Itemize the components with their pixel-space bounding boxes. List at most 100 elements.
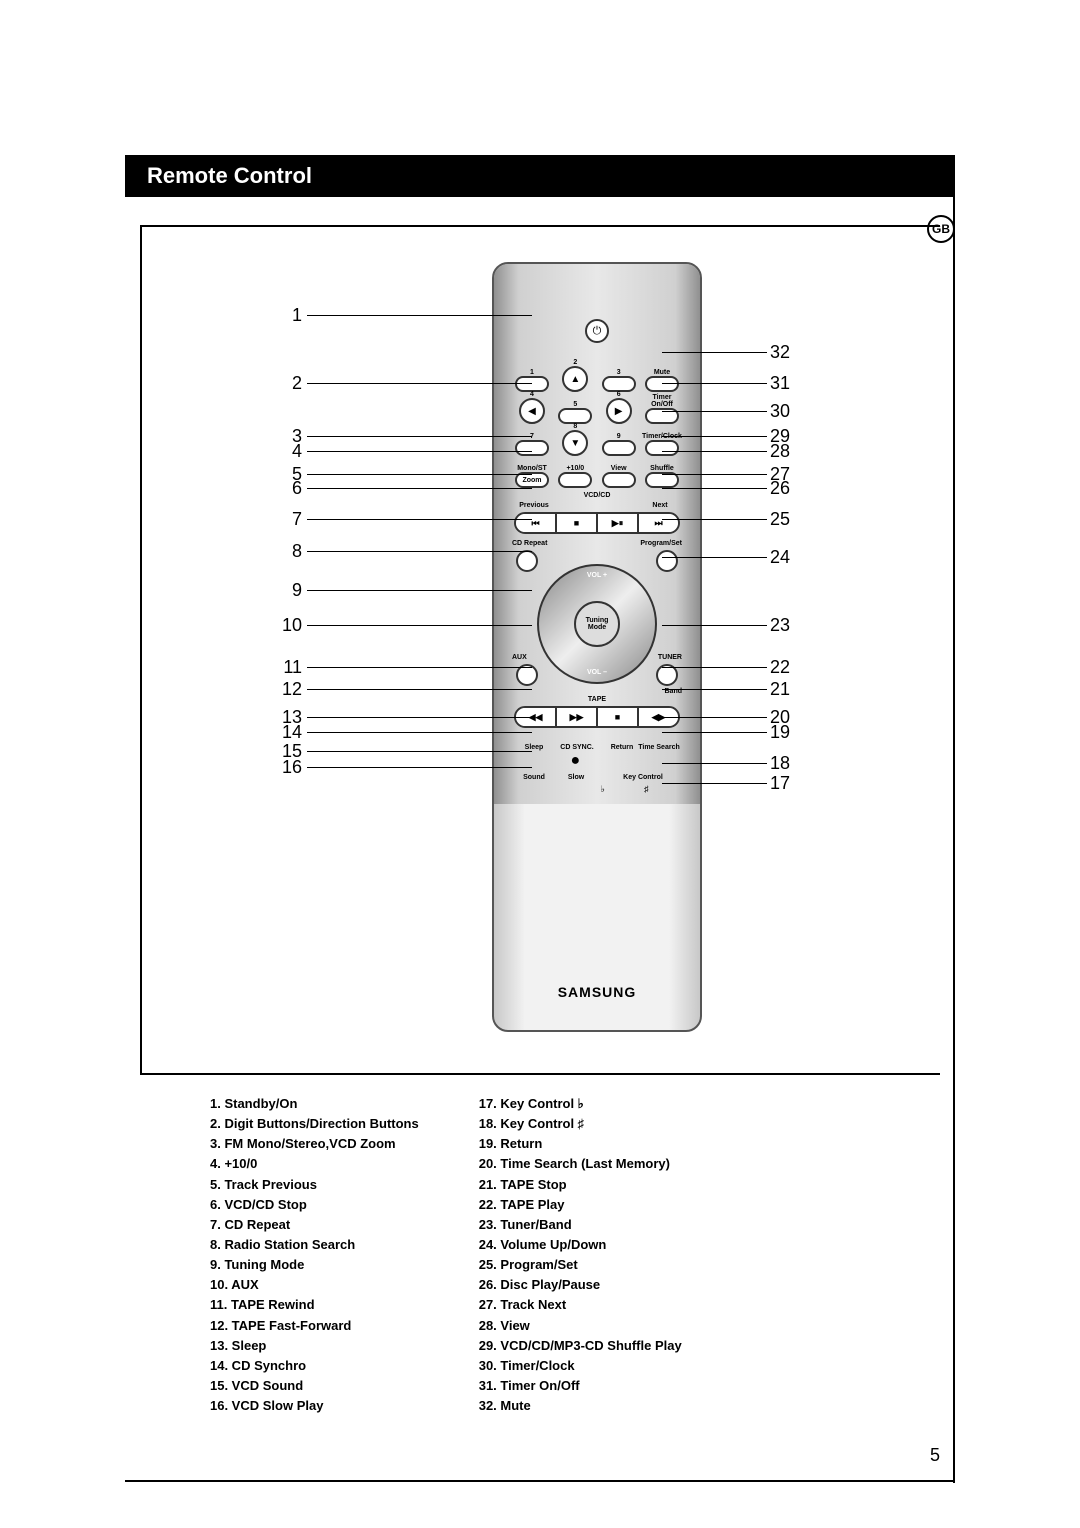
legend-item: 31. Timer On/Off bbox=[479, 1376, 682, 1396]
legend-item: 9. Tuning Mode bbox=[210, 1255, 419, 1275]
callout-line-right-27 bbox=[662, 474, 767, 475]
callout-right-25: 25 bbox=[770, 509, 790, 530]
callout-right-21: 21 bbox=[770, 679, 790, 700]
legend-item: 22. TAPE Play bbox=[479, 1195, 682, 1215]
callout-right-30: 30 bbox=[770, 401, 790, 422]
callout-line-left-13 bbox=[307, 717, 532, 718]
callout-line-left-5 bbox=[307, 474, 532, 475]
callout-line-left-8 bbox=[307, 551, 532, 552]
callout-line-right-23 bbox=[662, 625, 767, 626]
legend-item: 13. Sleep bbox=[210, 1336, 419, 1356]
callout-left-14: 14 bbox=[272, 722, 302, 743]
callout-line-right-22 bbox=[662, 667, 767, 668]
legend-item: 1. Standby/On bbox=[210, 1094, 419, 1114]
callout-right-31: 31 bbox=[770, 373, 790, 394]
callout-line-right-17 bbox=[662, 783, 767, 784]
callout-line-left-3 bbox=[307, 436, 532, 437]
callout-right-26: 26 bbox=[770, 478, 790, 499]
callout-line-left-15 bbox=[307, 751, 532, 752]
legend-right-col: 17. Key Control ♭18. Key Control ♯19. Re… bbox=[479, 1094, 682, 1416]
callout-line-right-21 bbox=[662, 689, 767, 690]
callout-right-19: 19 bbox=[770, 722, 790, 743]
callout-line-right-26 bbox=[662, 488, 767, 489]
callout-right-17: 17 bbox=[770, 773, 790, 794]
callout-left-10: 10 bbox=[272, 615, 302, 636]
callout-left-4: 4 bbox=[272, 441, 302, 462]
callout-line-right-20 bbox=[662, 717, 767, 718]
callout-line-left-12 bbox=[307, 689, 532, 690]
callout-line-right-29 bbox=[662, 436, 767, 437]
callout-line-right-28 bbox=[662, 451, 767, 452]
page-number: 5 bbox=[930, 1445, 940, 1466]
legend-item: 7. CD Repeat bbox=[210, 1215, 419, 1235]
callout-line-right-32 bbox=[662, 352, 767, 353]
legend-item: 17. Key Control ♭ bbox=[479, 1094, 682, 1114]
callout-line-left-16 bbox=[307, 767, 532, 768]
callout-line-right-19 bbox=[662, 732, 767, 733]
legend-item: 30. Timer/Clock bbox=[479, 1356, 682, 1376]
legend-item: 20. Time Search (Last Memory) bbox=[479, 1154, 682, 1174]
callout-line-left-7 bbox=[307, 519, 532, 520]
callout-left-2: 2 bbox=[272, 373, 302, 394]
callout-left-9: 9 bbox=[272, 580, 302, 601]
section-title: Remote Control bbox=[147, 163, 312, 189]
legend-item: 21. TAPE Stop bbox=[479, 1175, 682, 1195]
legend-item: 18. Key Control ♯ bbox=[479, 1114, 682, 1134]
callout-right-18: 18 bbox=[770, 753, 790, 774]
legend-item: 19. Return bbox=[479, 1134, 682, 1154]
legend-item: 15. VCD Sound bbox=[210, 1376, 419, 1396]
legend-item: 29. VCD/CD/MP3-CD Shuffle Play bbox=[479, 1336, 682, 1356]
legend-item: 11. TAPE Rewind bbox=[210, 1295, 419, 1315]
callout-right-23: 23 bbox=[770, 615, 790, 636]
callout-line-left-1 bbox=[307, 315, 532, 316]
callout-right-22: 22 bbox=[770, 657, 790, 678]
callout-line-left-9 bbox=[307, 590, 532, 591]
side-rule bbox=[953, 155, 955, 1483]
callout-left-11: 11 bbox=[272, 657, 302, 678]
callout-line-right-30 bbox=[662, 411, 767, 412]
legend-item: 10. AUX bbox=[210, 1275, 419, 1295]
callout-line-left-10 bbox=[307, 625, 532, 626]
bottom-rule bbox=[125, 1480, 955, 1482]
callouts-layer: 1234567891011121314151632313029282726252… bbox=[142, 227, 940, 1073]
callout-right-32: 32 bbox=[770, 342, 790, 363]
legend-item: 14. CD Synchro bbox=[210, 1356, 419, 1376]
callout-right-24: 24 bbox=[770, 547, 790, 568]
callout-left-16: 16 bbox=[272, 757, 302, 778]
legend-item: 6. VCD/CD Stop bbox=[210, 1195, 419, 1215]
section-title-bar: Remote Control bbox=[125, 155, 955, 197]
legend-item: 24. Volume Up/Down bbox=[479, 1235, 682, 1255]
callout-line-right-31 bbox=[662, 383, 767, 384]
callout-line-right-18 bbox=[662, 763, 767, 764]
legend-item: 3. FM Mono/Stereo,VCD Zoom bbox=[210, 1134, 419, 1154]
legend: 1. Standby/On2. Digit Buttons/Direction … bbox=[210, 1094, 920, 1416]
legend-left-col: 1. Standby/On2. Digit Buttons/Direction … bbox=[210, 1094, 419, 1416]
callout-left-8: 8 bbox=[272, 541, 302, 562]
diagram-frame: ⏻ 1 2 ▲ 3 bbox=[140, 225, 940, 1075]
legend-item: 5. Track Previous bbox=[210, 1175, 419, 1195]
legend-item: 8. Radio Station Search bbox=[210, 1235, 419, 1255]
legend-item: 27. Track Next bbox=[479, 1295, 682, 1315]
legend-item: 4. +10/0 bbox=[210, 1154, 419, 1174]
callout-line-left-14 bbox=[307, 732, 532, 733]
legend-item: 26. Disc Play/Pause bbox=[479, 1275, 682, 1295]
legend-item: 32. Mute bbox=[479, 1396, 682, 1416]
callout-line-right-24 bbox=[662, 557, 767, 558]
callout-line-left-4 bbox=[307, 451, 532, 452]
legend-item: 28. View bbox=[479, 1316, 682, 1336]
legend-item: 2. Digit Buttons/Direction Buttons bbox=[210, 1114, 419, 1134]
callout-left-7: 7 bbox=[272, 509, 302, 530]
manual-page: Remote Control GB ⏻ 1 2 ▲ bbox=[0, 0, 1080, 1528]
callout-left-12: 12 bbox=[272, 679, 302, 700]
callout-line-left-6 bbox=[307, 488, 532, 489]
callout-line-left-2 bbox=[307, 383, 532, 384]
legend-item: 12. TAPE Fast-Forward bbox=[210, 1316, 419, 1336]
legend-item: 23. Tuner/Band bbox=[479, 1215, 682, 1235]
legend-item: 25. Program/Set bbox=[479, 1255, 682, 1275]
callout-line-left-11 bbox=[307, 667, 532, 668]
legend-item: 16. VCD Slow Play bbox=[210, 1396, 419, 1416]
callout-right-28: 28 bbox=[770, 441, 790, 462]
callout-line-right-25 bbox=[662, 519, 767, 520]
callout-left-6: 6 bbox=[272, 478, 302, 499]
callout-left-1: 1 bbox=[272, 305, 302, 326]
